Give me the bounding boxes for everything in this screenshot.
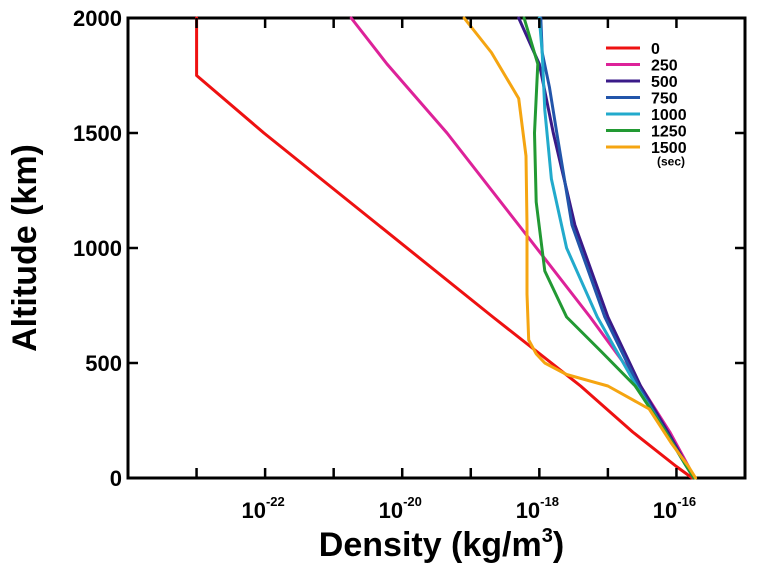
legend-label-250: 250: [651, 58, 678, 75]
series-line-1500: [462, 16, 698, 480]
y-tick-label: 0: [110, 466, 122, 491]
x-tick-label: 10-18: [516, 494, 559, 523]
x-tick-labels: 10-22 10-20 10-18 10-16: [241, 494, 696, 523]
plot-area: [126, 16, 747, 480]
y-tick-labels: 0 500 1000 1500 2000: [73, 6, 122, 491]
legend-label-1500: 1500: [651, 140, 687, 157]
legend-note: (sec): [657, 155, 685, 169]
x-axis-title-close: ): [553, 526, 564, 564]
legend-label-750: 750: [651, 91, 678, 108]
series-layer: [195, 16, 698, 480]
x-axis-title-main: Density (kg/m: [319, 526, 542, 564]
legend-label-0: 0: [651, 41, 660, 58]
y-axis-title: Altitude (km): [6, 144, 44, 352]
series-line-0: [195, 16, 694, 480]
legend-label-1000: 1000: [651, 107, 687, 124]
y-tick-label: 1000: [73, 236, 122, 261]
x-axis-title-superscript: 3: [542, 525, 553, 547]
y-tick-label: 500: [85, 351, 122, 376]
tick-layer: [126, 16, 747, 480]
x-tick-label: 10-22: [241, 494, 284, 523]
y-tick-label: 1500: [73, 121, 122, 146]
legend-label-500: 500: [651, 74, 678, 91]
legend-label-1250: 1250: [651, 124, 687, 141]
x-tick-label: 10-16: [653, 494, 696, 523]
x-axis-title: Density (kg/m3): [319, 525, 564, 564]
x-tick-label: 10-20: [379, 494, 422, 523]
series-line-250: [349, 16, 696, 480]
y-tick-label: 2000: [73, 6, 122, 31]
